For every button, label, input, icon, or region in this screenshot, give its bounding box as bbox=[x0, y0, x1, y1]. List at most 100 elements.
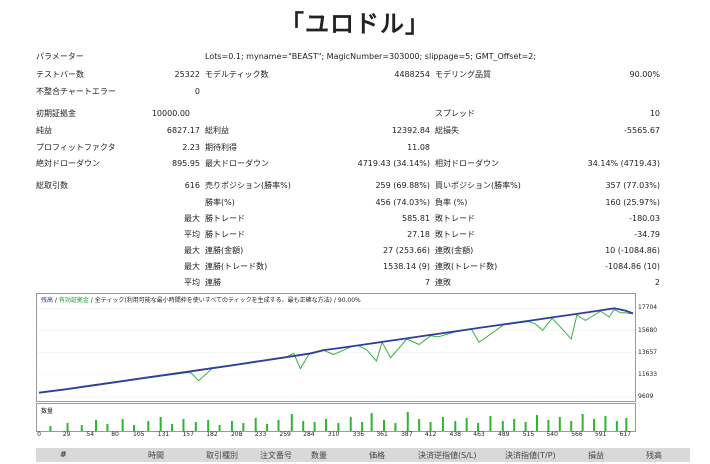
loss-rate-value: 160 (25.97%) bbox=[605, 198, 660, 207]
volume-bar bbox=[133, 425, 136, 431]
model-quality-value: 90.00% bbox=[629, 70, 660, 79]
col-price: 価格 bbox=[369, 451, 385, 460]
x-tick-label: 208 bbox=[230, 431, 243, 438]
volume-bar bbox=[625, 418, 628, 431]
chart-plot bbox=[37, 307, 635, 398]
volume-bar bbox=[277, 420, 280, 431]
balance-line bbox=[38, 307, 634, 394]
volume-bar bbox=[194, 422, 197, 431]
max-consec-wins-money-label: 連勝(金額) bbox=[205, 246, 244, 255]
volume-bar bbox=[454, 421, 457, 431]
x-tick-label: 591 bbox=[594, 431, 607, 438]
volume-bar bbox=[207, 420, 210, 431]
x-tick-label: 80 bbox=[111, 431, 119, 438]
x-tick-label: 131 bbox=[157, 431, 170, 438]
max-prefix: 最大 bbox=[184, 262, 200, 271]
avg-loss-label: 敗トレード bbox=[435, 230, 475, 239]
balance-chart: 残高 / 有効証拠金 / 全ティック(利用可能な最小時間枠を使いすべてのティック… bbox=[36, 293, 636, 402]
max-consec-losses-money-value: 10 (-1084.86) bbox=[605, 246, 660, 255]
volume-bar bbox=[406, 412, 409, 431]
largest-win-label: 勝トレード bbox=[205, 214, 245, 223]
y-tick-label: 17704 bbox=[638, 304, 658, 312]
volume-bar bbox=[558, 417, 561, 431]
col-profit: 損益 bbox=[588, 451, 604, 460]
x-tick-label: 515 bbox=[522, 431, 535, 438]
page-title: 「ユロドル」 bbox=[280, 10, 430, 38]
volume-bar bbox=[49, 426, 52, 431]
volume-bar bbox=[570, 421, 573, 431]
x-tick-label: 105 bbox=[133, 431, 145, 438]
volume-bar bbox=[80, 425, 83, 431]
avg-consec-losses-value: 2 bbox=[654, 278, 660, 287]
volume-bar bbox=[382, 420, 385, 431]
x-tick-label: 284 bbox=[303, 431, 315, 438]
y-tick-label: 15680 bbox=[638, 326, 658, 334]
col-volume: 数量 bbox=[311, 451, 327, 460]
volume-bar bbox=[489, 416, 492, 431]
volume-bar bbox=[242, 423, 245, 431]
avg-consec-wins-label: 連勝 bbox=[205, 278, 221, 287]
volume-bar bbox=[266, 424, 269, 431]
win-rate-label: 勝率(%) bbox=[205, 198, 235, 207]
x-tick-label: 336 bbox=[352, 431, 365, 438]
y-tick-label: 9609 bbox=[638, 393, 654, 400]
avg-win-value: 27.18 bbox=[407, 230, 430, 239]
volume-bar bbox=[159, 417, 162, 431]
gross-loss-value: -5565.67 bbox=[624, 126, 660, 135]
total-trades-value: 616 bbox=[184, 181, 200, 190]
gross-profit-label: 総利益 bbox=[205, 126, 229, 135]
max-consec-wins-count-label: 連勝(トレード数) bbox=[205, 262, 268, 271]
max-consec-losses-count-label: 連敗(トレード数) bbox=[435, 262, 498, 271]
test-bars-label: テストバー数 bbox=[36, 70, 84, 79]
x-tick-label: 0 bbox=[37, 431, 41, 438]
initial-deposit-value: 10000.00 bbox=[151, 109, 190, 118]
x-tick-label: 157 bbox=[182, 431, 194, 438]
volume-bar bbox=[337, 423, 340, 431]
gross-profit-value: 12392.84 bbox=[391, 126, 430, 135]
abs-drawdown-value: 895.95 bbox=[172, 159, 200, 168]
col-sl: 決済逆指値(S/L) bbox=[418, 451, 477, 460]
model-quality-label: モデリング品質 bbox=[435, 70, 491, 79]
long-positions-label: 買いポジション(勝率%) bbox=[435, 181, 521, 190]
net-profit-label: 純益 bbox=[36, 126, 52, 135]
x-tick-label: 489 bbox=[498, 431, 510, 438]
volume-plot bbox=[49, 412, 628, 431]
mismatch-value: 0 bbox=[194, 87, 200, 96]
short-positions-value: 259 (69.88%) bbox=[375, 181, 430, 190]
avg-loss-value: -34.79 bbox=[634, 230, 660, 239]
x-tick-label: 387 bbox=[401, 431, 413, 438]
model-ticks-value: 4488254 bbox=[394, 70, 430, 79]
legend-equity: 有効証拠金 bbox=[58, 297, 89, 304]
volume-bar bbox=[349, 417, 352, 431]
avg-prefix: 平均 bbox=[184, 278, 200, 287]
volume-bar bbox=[313, 422, 316, 431]
avg-prefix: 平均 bbox=[184, 230, 200, 239]
volume-bar bbox=[121, 419, 124, 431]
volume-bar bbox=[465, 418, 468, 431]
volume-bar bbox=[302, 421, 305, 431]
col-order: 注文番号 bbox=[260, 451, 292, 460]
max-consec-wins-money-value: 27 (253.66) bbox=[383, 246, 430, 255]
volume-bar bbox=[370, 413, 373, 431]
x-tick-label: 182 bbox=[206, 431, 218, 438]
col-number: # bbox=[60, 450, 67, 459]
test-bars-value: 25322 bbox=[174, 70, 200, 79]
legend-balance: 残高 bbox=[41, 297, 54, 304]
max-consec-losses-count-value: -1084.86 (10) bbox=[605, 262, 660, 271]
volume-bar bbox=[477, 423, 480, 431]
param-value: Lots=0.1; myname="BEAST"; MagicNumber=30… bbox=[205, 52, 537, 61]
legend-quality: 90.00% bbox=[337, 297, 361, 304]
volume-bar bbox=[524, 422, 527, 431]
model-ticks-label: モデルティック数 bbox=[205, 70, 269, 79]
long-positions-value: 357 (77.03%) bbox=[605, 181, 660, 190]
volume-label: 数量 bbox=[41, 408, 54, 415]
abs-drawdown-label: 絶対ドローダウン bbox=[36, 159, 100, 168]
col-type: 取引種別 bbox=[206, 451, 238, 460]
x-tick-label: 29 bbox=[62, 431, 71, 438]
largest-loss-label: 敗トレード bbox=[435, 214, 475, 223]
volume-bar bbox=[218, 425, 221, 431]
legend-note: 全ティック(利用可能な最小時間枠を使いすべてのティックを生成する、最も正確な方法… bbox=[94, 297, 333, 304]
rel-drawdown-label: 相対ドローダウン bbox=[435, 159, 499, 168]
volume-bar bbox=[361, 422, 364, 431]
